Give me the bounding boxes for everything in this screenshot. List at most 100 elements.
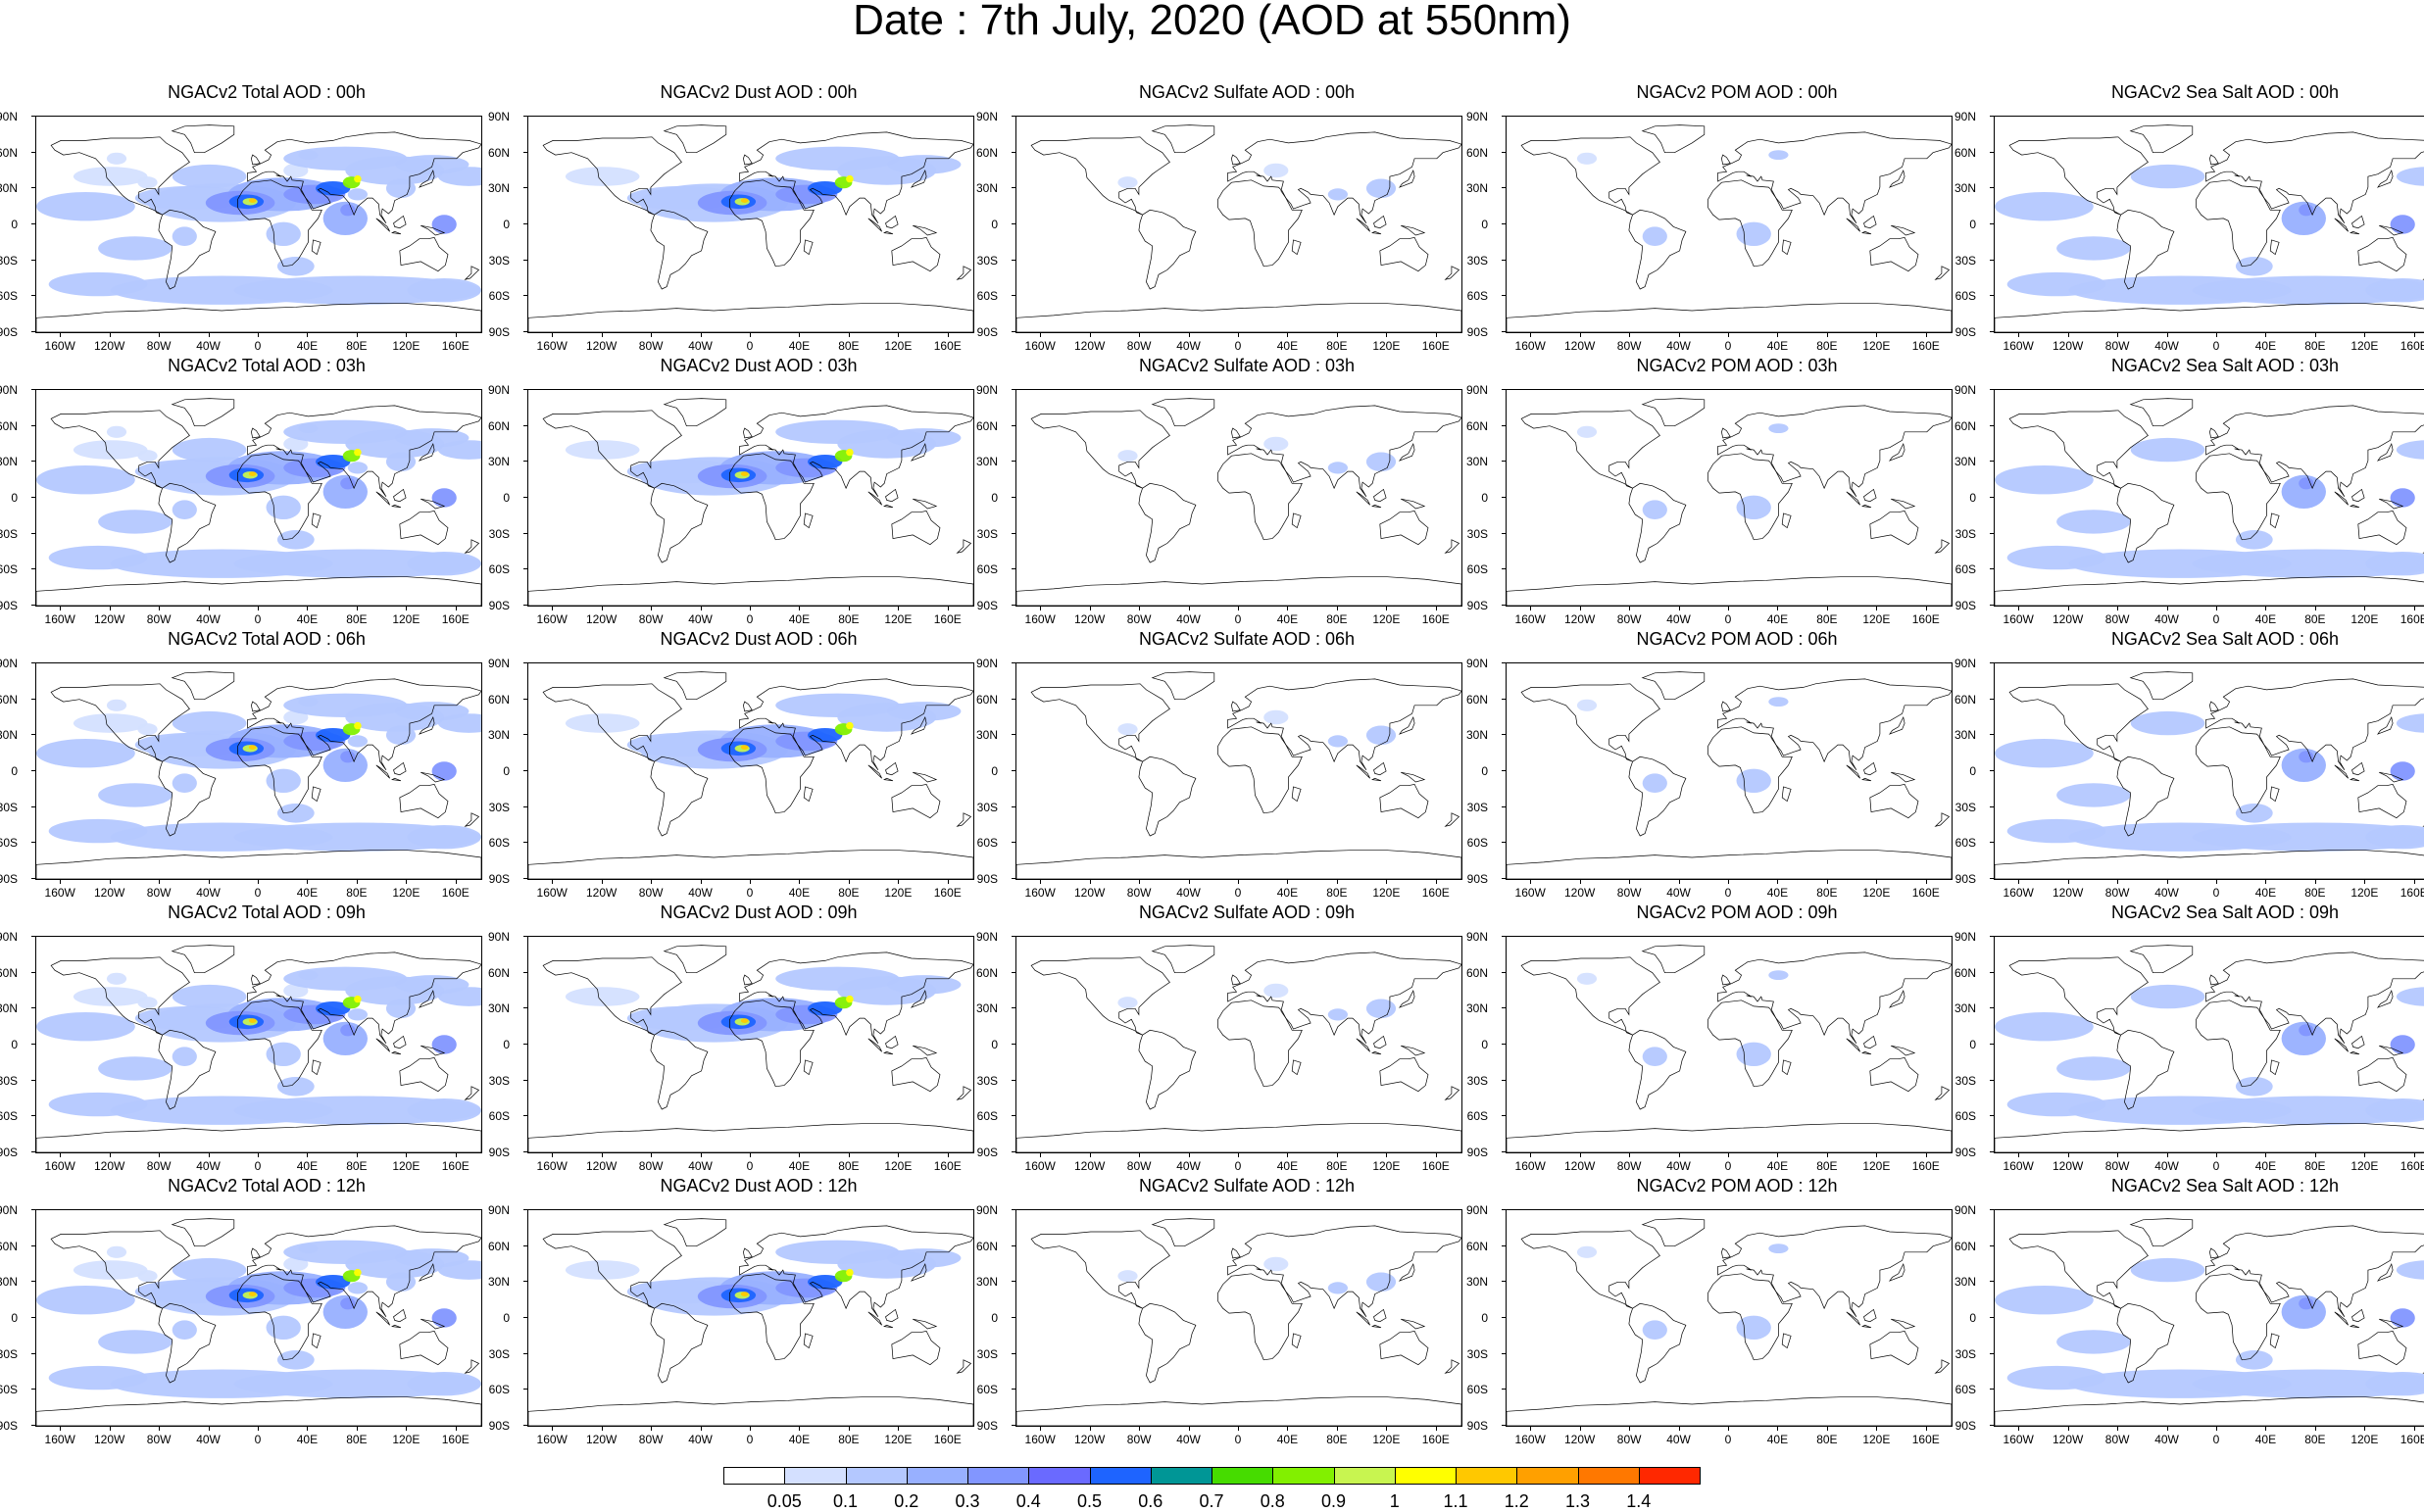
aod-blob (1768, 150, 1788, 160)
coastline (1782, 240, 1791, 255)
lon-tick (1777, 332, 1778, 337)
lat-tick (1012, 1044, 1015, 1045)
coastline (1995, 851, 2424, 879)
lat-tick-label: 60S (966, 837, 998, 849)
map-frame (527, 936, 974, 1153)
lat-tick (1012, 1151, 1015, 1152)
coastline (892, 784, 940, 817)
panel-title: NGACv2 POM AOD : 06h (1492, 629, 1982, 650)
lon-tick (1580, 1426, 1581, 1431)
lon-tick (110, 879, 111, 884)
lat-tick (1502, 568, 1506, 569)
coastline (1401, 225, 1424, 235)
aod-blob (2299, 1024, 2313, 1036)
lon-tick-label: 120E (381, 886, 430, 900)
lon-tick-label: 0 (1704, 1433, 1753, 1446)
lat-tick-label: 60S (478, 290, 510, 302)
lat-tick-label: 60N (0, 1241, 18, 1252)
lon-tick (456, 879, 457, 884)
aod-blob (354, 1269, 362, 1276)
coastline (400, 1331, 448, 1364)
lon-tick (159, 1152, 160, 1157)
lon-tick-label: 120W (577, 1433, 626, 1446)
coastline (2358, 784, 2406, 817)
lon-tick-label: 120W (1065, 1433, 1114, 1446)
lon-tick (1287, 332, 1288, 337)
coastline (312, 1334, 321, 1348)
lat-tick-label: 30S (0, 528, 18, 540)
coastline (2352, 489, 2365, 501)
lat-tick-label: 90N (1457, 1204, 1488, 1216)
lon-tick-label: 80W (134, 1433, 183, 1446)
lat-tick-label: 0 (966, 492, 998, 504)
aod-blob (2397, 167, 2424, 186)
coastline (2352, 762, 2365, 774)
coastline (36, 851, 481, 879)
lat-tick (31, 497, 35, 498)
lat-tick-label: 0 (1945, 219, 1976, 230)
lon-tick-label: 120W (85, 612, 134, 626)
aod-map (528, 1210, 973, 1426)
aod-map (1995, 937, 2424, 1152)
lat-tick-label: 30S (1457, 1075, 1488, 1087)
coastline (1521, 684, 1659, 761)
lat-tick-label: 30S (1457, 255, 1488, 267)
lon-tick-label: 160E (2390, 612, 2424, 626)
aod-map (1507, 1210, 1952, 1426)
lon-tick (1876, 879, 1877, 884)
lon-tick (1386, 1152, 1387, 1157)
coastline (1864, 1309, 1877, 1321)
lat-tick-label: 90N (1945, 658, 1976, 669)
lon-tick-label: 120E (1361, 339, 1410, 353)
coastline (1643, 946, 1705, 973)
coastline (2270, 513, 2279, 528)
lon-tick-label: 120W (2044, 886, 2093, 900)
aod-blob (846, 175, 854, 182)
aod-blob (2397, 987, 2424, 1006)
coastline (2352, 216, 2365, 227)
lat-tick (523, 1209, 527, 1210)
lat-tick-label: 60S (966, 563, 998, 575)
map-frame (35, 1209, 482, 1427)
lon-tick (2315, 879, 2316, 884)
lon-tick (2414, 1426, 2415, 1431)
coastline (958, 1360, 971, 1373)
lat-tick (31, 1151, 35, 1152)
lat-tick-label: 30N (966, 182, 998, 194)
coastline (2209, 1248, 2218, 1258)
lon-tick (552, 1426, 553, 1431)
coastline (1847, 1039, 1860, 1051)
lon-tick (1090, 606, 1091, 610)
lon-tick-label: 160W (1015, 612, 1064, 626)
lat-tick-label: 30S (1945, 255, 1976, 267)
aod-map (36, 117, 481, 332)
lon-tick-label: 120W (577, 1159, 626, 1173)
lat-tick-label: 60N (478, 147, 510, 159)
coastline (1507, 1397, 1952, 1426)
lon-tick (799, 1426, 800, 1431)
aod-blob (234, 550, 481, 578)
coastline (958, 1087, 971, 1099)
coastline (651, 210, 708, 289)
coastline (958, 267, 971, 279)
map-frame (1506, 116, 1953, 333)
coastline (1153, 125, 1214, 153)
lon-tick-label: 40E (282, 886, 331, 900)
lat-tick (523, 1353, 527, 1354)
lon-tick-label: 160W (1506, 612, 1555, 626)
lon-tick-label: 80W (1605, 1159, 1654, 1173)
lat-tick-label: 60N (1945, 1241, 1976, 1252)
aod-blob (277, 1077, 315, 1097)
panel-title: NGACv2 Sea Salt AOD : 12h (1980, 1176, 2424, 1196)
lon-tick (552, 606, 553, 610)
lat-tick-label: 90N (0, 111, 18, 122)
coastline (1218, 727, 1303, 813)
lon-tick-label: 160W (1506, 339, 1555, 353)
coastline (1721, 1248, 1730, 1258)
lon-tick-label: 160E (923, 612, 972, 626)
aod-blob (98, 783, 173, 806)
lat-tick (523, 605, 527, 606)
lat-tick (1990, 734, 1994, 735)
lon-tick (2315, 606, 2316, 610)
lat-tick (523, 223, 527, 224)
